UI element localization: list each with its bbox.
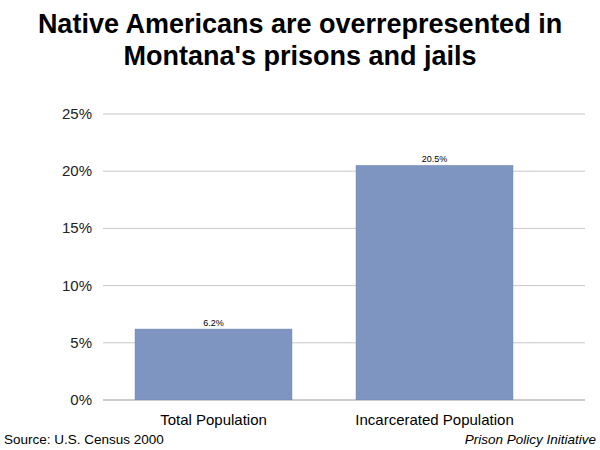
bar: [135, 329, 292, 400]
chart: Native Americans are overrepresented inM…: [0, 0, 600, 450]
source-note: Source: U.S. Census 2000: [4, 432, 164, 447]
y-tick-label: 25%: [62, 105, 92, 122]
grid: [103, 114, 585, 400]
x-tick-label: Total Population: [160, 411, 267, 428]
data-label: 6.2%: [203, 318, 224, 328]
bar: [356, 165, 513, 400]
title-line: Native Americans are overrepresented in: [38, 9, 562, 39]
page: {"chart_data": {"type": "bar", "title": …: [0, 0, 600, 450]
credit-note: Prison Policy Initiative: [465, 432, 596, 447]
bars: [135, 165, 513, 400]
grid-line: [103, 114, 585, 115]
y-tick-label: 15%: [62, 219, 92, 236]
y-tick-label: 5%: [70, 334, 92, 351]
data-label: 20.5%: [422, 154, 448, 164]
title: Native Americans are overrepresented inM…: [38, 9, 562, 71]
y-tick-label: 0%: [70, 391, 92, 408]
y-tick-label: 10%: [62, 277, 92, 294]
y-tick-label: 20%: [62, 162, 92, 179]
title-line: Montana's prisons and jails: [124, 41, 477, 71]
x-tick-label: Incarcerated Population: [355, 411, 513, 428]
